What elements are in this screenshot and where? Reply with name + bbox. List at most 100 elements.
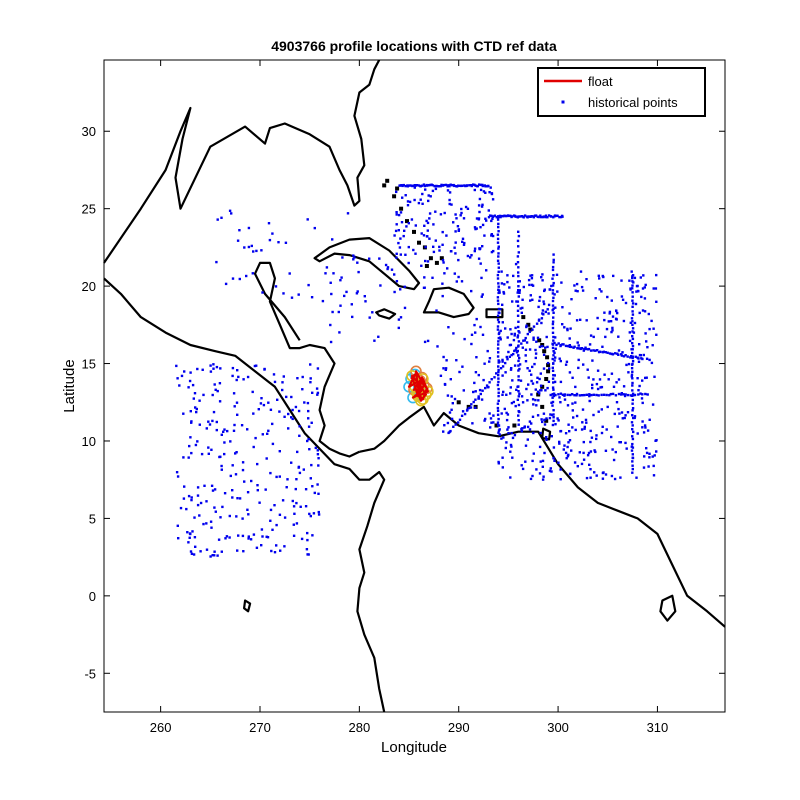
historical-point (176, 475, 180, 478)
island-abc-islands (512, 423, 517, 428)
historical-point (565, 457, 568, 460)
historical-point (546, 361, 550, 365)
historical-point (616, 311, 619, 315)
historical-point (422, 183, 426, 186)
island-lesser-antilles (526, 322, 531, 327)
historical-point (250, 244, 253, 248)
historical-point (316, 449, 319, 452)
historical-point (479, 188, 483, 192)
historical-point (297, 409, 301, 413)
historical-point (461, 237, 465, 240)
historical-point (253, 364, 257, 368)
historical-point (182, 497, 186, 500)
historical-point (487, 209, 490, 212)
historical-point (175, 471, 179, 474)
historical-point (601, 345, 604, 348)
historical-point (525, 325, 528, 329)
historical-point (539, 431, 542, 435)
historical-point (421, 192, 424, 196)
historical-point (539, 214, 542, 217)
historical-point (585, 319, 588, 322)
historical-point (439, 213, 443, 216)
historical-point (529, 299, 532, 302)
historical-point (215, 420, 218, 424)
historical-point (566, 445, 569, 449)
historical-point (534, 214, 538, 217)
historical-point (189, 371, 192, 374)
historical-point (573, 394, 576, 397)
historical-point (539, 372, 542, 375)
historical-point (496, 355, 500, 358)
historical-point (520, 311, 523, 314)
historical-point (631, 409, 634, 412)
historical-point (589, 334, 593, 337)
historical-point (573, 461, 577, 464)
historical-point (515, 346, 518, 350)
historical-point (590, 436, 594, 439)
historical-point (415, 184, 419, 187)
historical-point (517, 395, 520, 398)
historical-point (287, 427, 290, 430)
historical-point (631, 398, 634, 402)
historical-point (551, 369, 555, 372)
historical-point (498, 433, 501, 436)
historical-point (504, 446, 507, 450)
historical-point (310, 296, 314, 299)
historical-point (311, 485, 314, 488)
historical-point (631, 310, 634, 313)
historical-point (531, 298, 534, 301)
historical-point (575, 394, 578, 397)
historical-point (548, 367, 551, 370)
historical-point (207, 420, 210, 423)
historical-point (497, 460, 500, 464)
historical-point (447, 326, 450, 329)
historical-point (209, 370, 213, 373)
historical-point (356, 261, 359, 264)
historical-point (480, 276, 483, 280)
historical-point (631, 276, 634, 280)
historical-point (235, 378, 238, 382)
historical-point (435, 309, 438, 312)
historical-point (597, 410, 600, 413)
historical-point (511, 379, 514, 382)
historical-point (560, 281, 563, 284)
historical-point (317, 464, 320, 467)
historical-point (562, 448, 565, 451)
historical-point (552, 281, 555, 285)
historical-point (402, 183, 405, 187)
historical-point (541, 309, 545, 312)
historical-point (602, 275, 605, 279)
historical-point (626, 411, 630, 414)
historical-point (497, 394, 500, 398)
historical-point (528, 348, 532, 351)
historical-point (413, 186, 416, 189)
historical-point (631, 389, 634, 392)
historical-point (518, 363, 522, 366)
historical-point (541, 345, 544, 348)
historical-point (631, 342, 634, 345)
historical-point (220, 550, 223, 553)
historical-point (531, 284, 535, 287)
historical-point (496, 218, 500, 221)
historical-point (234, 452, 237, 455)
historical-point (550, 413, 554, 417)
historical-point (195, 410, 198, 414)
historical-point (261, 291, 264, 294)
historical-point (198, 423, 201, 426)
historical-point (627, 371, 630, 374)
historical-point (603, 311, 606, 314)
historical-point (628, 331, 631, 334)
historical-point (223, 441, 226, 444)
historical-point (330, 292, 333, 296)
historical-point (573, 284, 576, 287)
historical-point (408, 200, 412, 204)
historical-point (631, 424, 634, 427)
historical-point (246, 508, 249, 511)
historical-point (215, 260, 218, 264)
historical-point (550, 435, 553, 438)
historical-point (609, 320, 613, 323)
historical-point (497, 215, 501, 219)
historical-point (501, 360, 504, 363)
historical-point (624, 301, 628, 305)
historical-point (479, 247, 482, 250)
